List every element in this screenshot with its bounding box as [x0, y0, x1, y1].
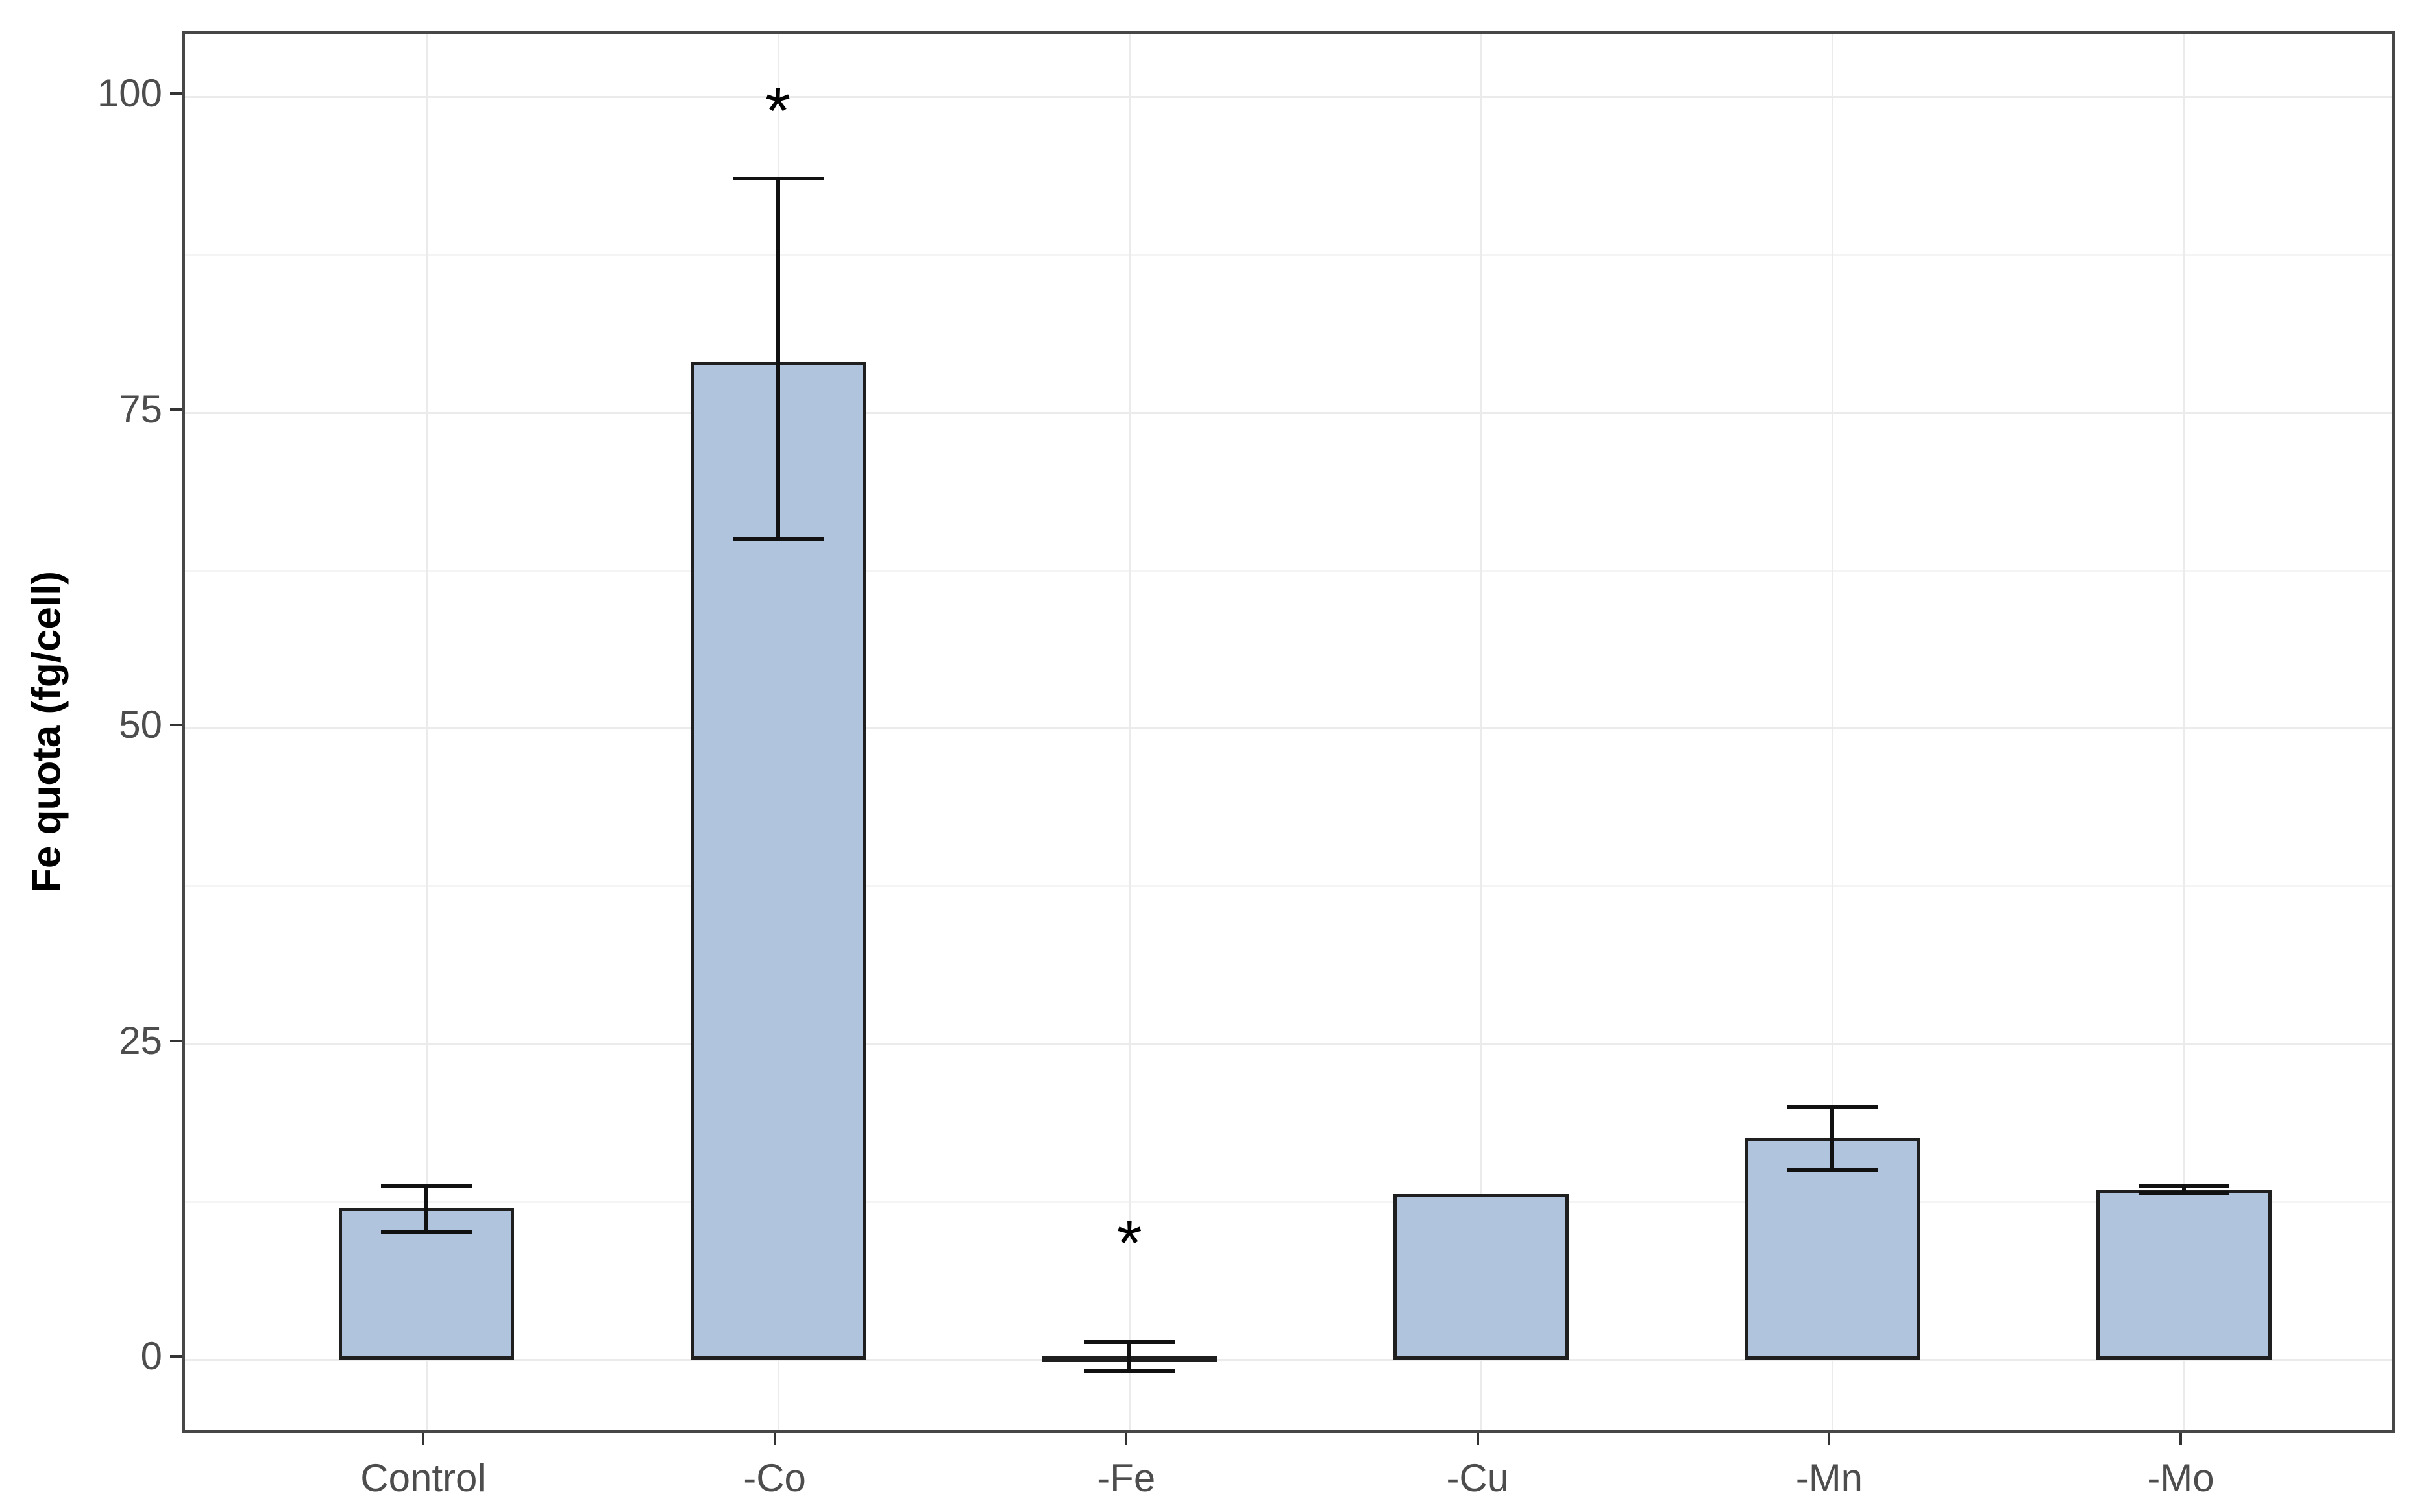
- minor-gridline: [185, 1201, 2392, 1203]
- y-tick: [170, 724, 182, 726]
- category-gridline: [2183, 34, 2185, 1430]
- error-bar-stem: [2182, 1186, 2186, 1193]
- y-tick: [170, 1355, 182, 1358]
- y-tick-label: 25: [119, 1018, 162, 1062]
- major-gridline: [185, 727, 2392, 729]
- error-bar-cap: [732, 537, 824, 541]
- major-gridline: [185, 1359, 2392, 1361]
- error-bar-cap: [732, 177, 824, 181]
- significance-asterisk: *: [1116, 1207, 1142, 1280]
- minor-gridline: [185, 254, 2392, 256]
- minor-gridline: [185, 885, 2392, 888]
- plot-panel: * *: [182, 31, 2395, 1433]
- x-tick: [1828, 1433, 1831, 1445]
- y-tick-label: 50: [119, 703, 162, 746]
- y-tick-label: 75: [119, 387, 162, 431]
- x-tick-label: -Mn: [1795, 1456, 1863, 1500]
- y-tick: [170, 92, 182, 95]
- x-tick-label: -Fe: [1097, 1456, 1156, 1500]
- error-bar-cap: [1787, 1104, 1878, 1109]
- error-bar-cap: [381, 1184, 472, 1189]
- error-bar-cap: [2139, 1184, 2229, 1189]
- x-tick: [1125, 1433, 1128, 1445]
- error-bar-cap: [2139, 1191, 2229, 1195]
- bar-mo: [2096, 1190, 2272, 1360]
- y-tick: [170, 408, 182, 411]
- x-tick: [2179, 1433, 2182, 1445]
- x-tick: [773, 1433, 776, 1445]
- category-gridline: [1832, 34, 1834, 1430]
- x-tick-label: -Co: [743, 1456, 806, 1500]
- error-bar-cap: [1787, 1168, 1878, 1173]
- x-tick: [1476, 1433, 1479, 1445]
- minor-gridline: [185, 569, 2392, 572]
- y-tick: [170, 1039, 182, 1042]
- error-bar-cap: [1084, 1339, 1175, 1344]
- error-bar-stem: [776, 178, 780, 539]
- error-bar-stem: [424, 1186, 428, 1232]
- major-gridline: [185, 1043, 2392, 1045]
- x-tick-label: Control: [360, 1456, 486, 1500]
- category-gridline: [426, 34, 428, 1430]
- significance-asterisk: *: [765, 74, 791, 147]
- category-gridline: [1129, 34, 1131, 1430]
- bar-mn: [1745, 1138, 1920, 1360]
- error-bar-stem: [1830, 1106, 1835, 1171]
- bar-co: [690, 361, 866, 1360]
- y-tick-label: 0: [140, 1334, 162, 1378]
- x-tick-label: -Mo: [2147, 1456, 2214, 1500]
- y-tick-label: 100: [97, 71, 162, 115]
- error-bar-stem: [1127, 1341, 1132, 1371]
- error-bar-cap: [381, 1230, 472, 1234]
- x-tick: [422, 1433, 424, 1445]
- bar-cu: [1393, 1194, 1569, 1360]
- x-tick-label: -Cu: [1446, 1456, 1510, 1500]
- error-bar-cap: [1084, 1369, 1175, 1373]
- major-gridline: [185, 411, 2392, 414]
- category-gridline: [1480, 34, 1482, 1430]
- major-gridline: [185, 96, 2392, 98]
